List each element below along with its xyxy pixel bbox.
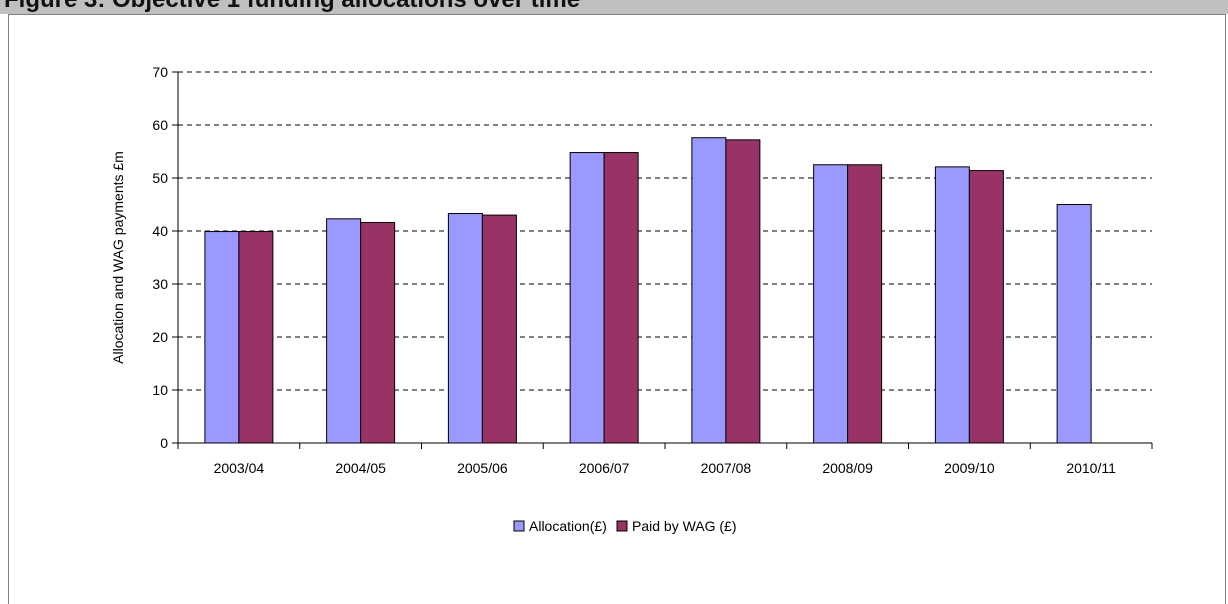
legend: Allocation(£) Paid by WAG (£) [513, 518, 737, 534]
bar-paid-by-wag [725, 139, 761, 444]
bar-paid-by-wag [603, 152, 639, 444]
y-tick-label: 60 [152, 117, 168, 133]
bars-layer [204, 137, 1092, 444]
y-tick-label: 50 [152, 170, 168, 186]
y-tick-label: 0 [160, 435, 168, 451]
bar-allocation [1056, 204, 1092, 444]
y-tick-label: 40 [152, 223, 168, 239]
bar-allocation [934, 166, 970, 444]
axes-layer [172, 71, 1153, 449]
labels-layer: 0 10 20 30 40 50 60 70 2003/04 2004/05 2005/06 2006… [152, 64, 1116, 476]
y-tick-label: 20 [152, 329, 168, 345]
bar-allocation [691, 137, 727, 444]
bar-paid-by-wag [968, 170, 1004, 444]
x-tick-label: 2004/05 [335, 460, 386, 476]
bar-allocation [447, 213, 483, 444]
y-tick-label: 10 [152, 382, 168, 398]
grid-layer [178, 71, 1152, 391]
y-axis-title: Allocation and WAG payments £m [110, 151, 126, 364]
figure-title-bar: Figure 3: Objective 1 funding allocation… [0, 0, 1228, 14]
y-tick-label: 70 [152, 64, 168, 80]
legend-label-allocation: Allocation(£) [529, 518, 607, 534]
y-tick-label: 30 [152, 276, 168, 292]
x-tick-label: 2010/11 [1066, 460, 1116, 476]
x-tick-label: 2007/08 [701, 460, 752, 476]
figure-title: Figure 3: Objective 1 funding allocation… [4, 0, 580, 14]
bar-paid-by-wag [847, 164, 883, 444]
bar-allocation [204, 231, 240, 444]
legend-swatch-allocation [513, 520, 525, 532]
bar-allocation [569, 152, 605, 444]
legend-label-paid-by-wag: Paid by WAG (£) [632, 518, 737, 534]
bar-allocation [813, 164, 849, 444]
chart-svg: 0 10 20 30 40 50 60 70 2003/04 2004/05 2005/06 2006… [110, 64, 1153, 534]
bar-paid-by-wag [238, 231, 274, 444]
x-tick-label: 2008/09 [822, 460, 873, 476]
x-tick-label: 2003/04 [214, 460, 265, 476]
x-tick-label: 2005/06 [457, 460, 508, 476]
x-tick-label: 2006/07 [579, 460, 630, 476]
bar-paid-by-wag [481, 214, 517, 444]
bar-paid-by-wag [360, 222, 396, 444]
legend-swatch-paid-by-wag [616, 520, 628, 532]
x-tick-label: 2009/10 [944, 460, 995, 476]
bar-allocation [326, 218, 362, 444]
